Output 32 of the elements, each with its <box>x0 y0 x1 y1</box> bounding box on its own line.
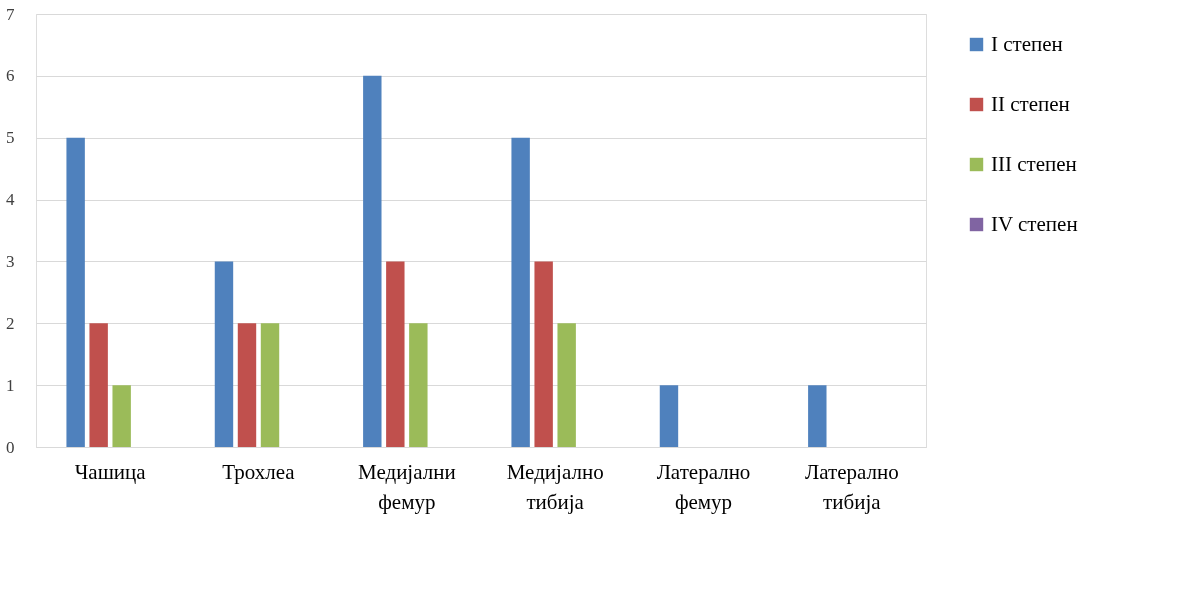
y-tick-label: 7 <box>6 4 15 24</box>
bar <box>534 261 553 447</box>
x-tick-label: Медијални фемур <box>358 459 456 514</box>
bar <box>409 323 428 447</box>
y-tick-label: 0 <box>6 437 15 457</box>
y-tick-label: 3 <box>6 251 15 271</box>
x-tick-label: Латерално фемур <box>656 459 751 514</box>
bar <box>260 323 280 447</box>
bar <box>89 323 108 447</box>
y-tick-label: 1 <box>6 375 15 395</box>
bar <box>511 137 530 447</box>
legend-label: III степен <box>991 151 1077 176</box>
y-tick-label: 6 <box>6 66 15 86</box>
bar <box>557 323 576 447</box>
bar <box>237 323 257 447</box>
y-tick-label: 4 <box>6 190 15 210</box>
bar <box>363 75 382 447</box>
bar <box>659 385 679 447</box>
x-tick-label: Латерално тибија <box>804 459 899 514</box>
bar <box>112 385 131 447</box>
y-tick-label: 5 <box>6 128 15 148</box>
legend-label: IV степен <box>991 211 1078 236</box>
bar <box>214 261 234 447</box>
x-tick-label: Трохлеа <box>222 459 296 484</box>
x-tick-label: Медијално тибија <box>506 459 604 514</box>
bar <box>66 137 85 447</box>
legend-label: II степен <box>991 91 1070 116</box>
y-tick-label: 2 <box>6 313 15 333</box>
x-tick-label: Чашица <box>74 459 147 484</box>
bar <box>808 385 827 447</box>
legend-label: I степен <box>991 31 1063 56</box>
bar <box>386 261 405 447</box>
